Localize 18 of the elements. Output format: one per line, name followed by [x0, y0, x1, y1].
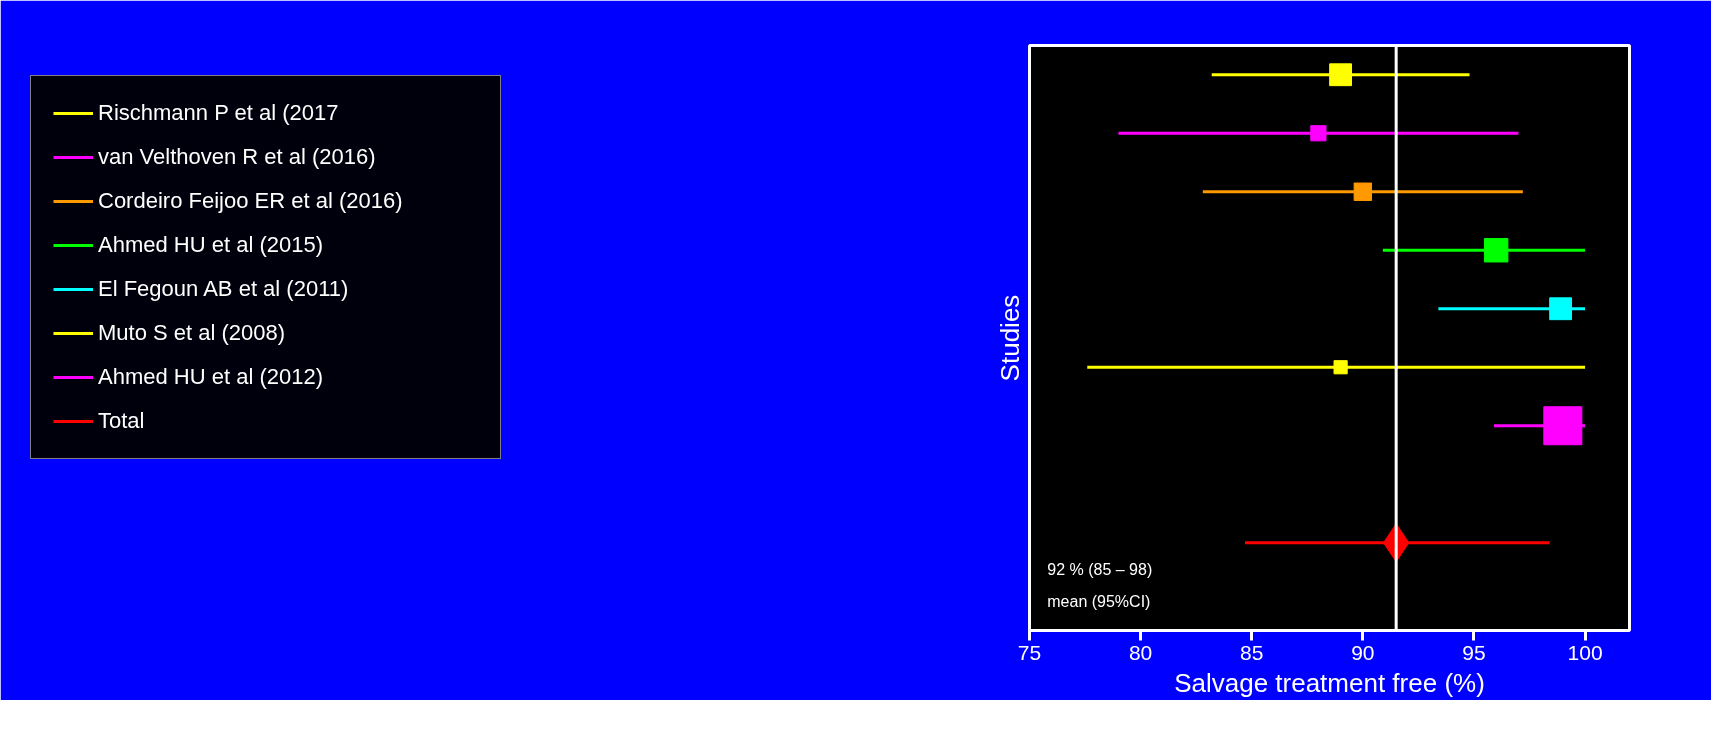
x-tick-label: 95	[1462, 640, 1486, 664]
legend-label: Cordeiro Feijoo ER et al (2016)	[98, 187, 404, 215]
legend-label: Ahmed HU et al (2012)	[98, 363, 324, 391]
x-tick-label: 75	[1017, 640, 1042, 664]
legend-label: Rischmann P et al (2017	[98, 99, 340, 127]
legend-label: El Fegoun AB et al (2011)	[98, 275, 350, 303]
x-tick-label: 80	[1128, 640, 1153, 664]
x-tick-label: 85	[1240, 640, 1264, 664]
legend-label: Ahmed HU et al (2015)	[98, 231, 324, 259]
x-tick-label: 100	[1567, 640, 1603, 664]
annotation: 92 % (85 – 98)	[1047, 560, 1153, 578]
x-tick-label: 90	[1351, 640, 1375, 664]
legend-label: Muto S et al (2008)	[98, 319, 287, 347]
legend-label: van Velthoven R et al (2016)	[98, 143, 377, 171]
x-axis-title: Salvage treatment free (%)	[1174, 667, 1485, 698]
annotation: mean (95%CI)	[1047, 592, 1151, 610]
legend-label: Total	[98, 407, 146, 435]
y-axis-title: Studies	[994, 294, 1025, 382]
